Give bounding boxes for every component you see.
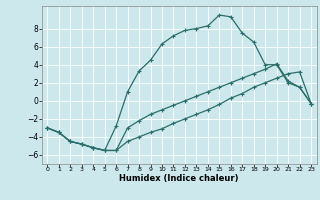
X-axis label: Humidex (Indice chaleur): Humidex (Indice chaleur)	[119, 174, 239, 183]
